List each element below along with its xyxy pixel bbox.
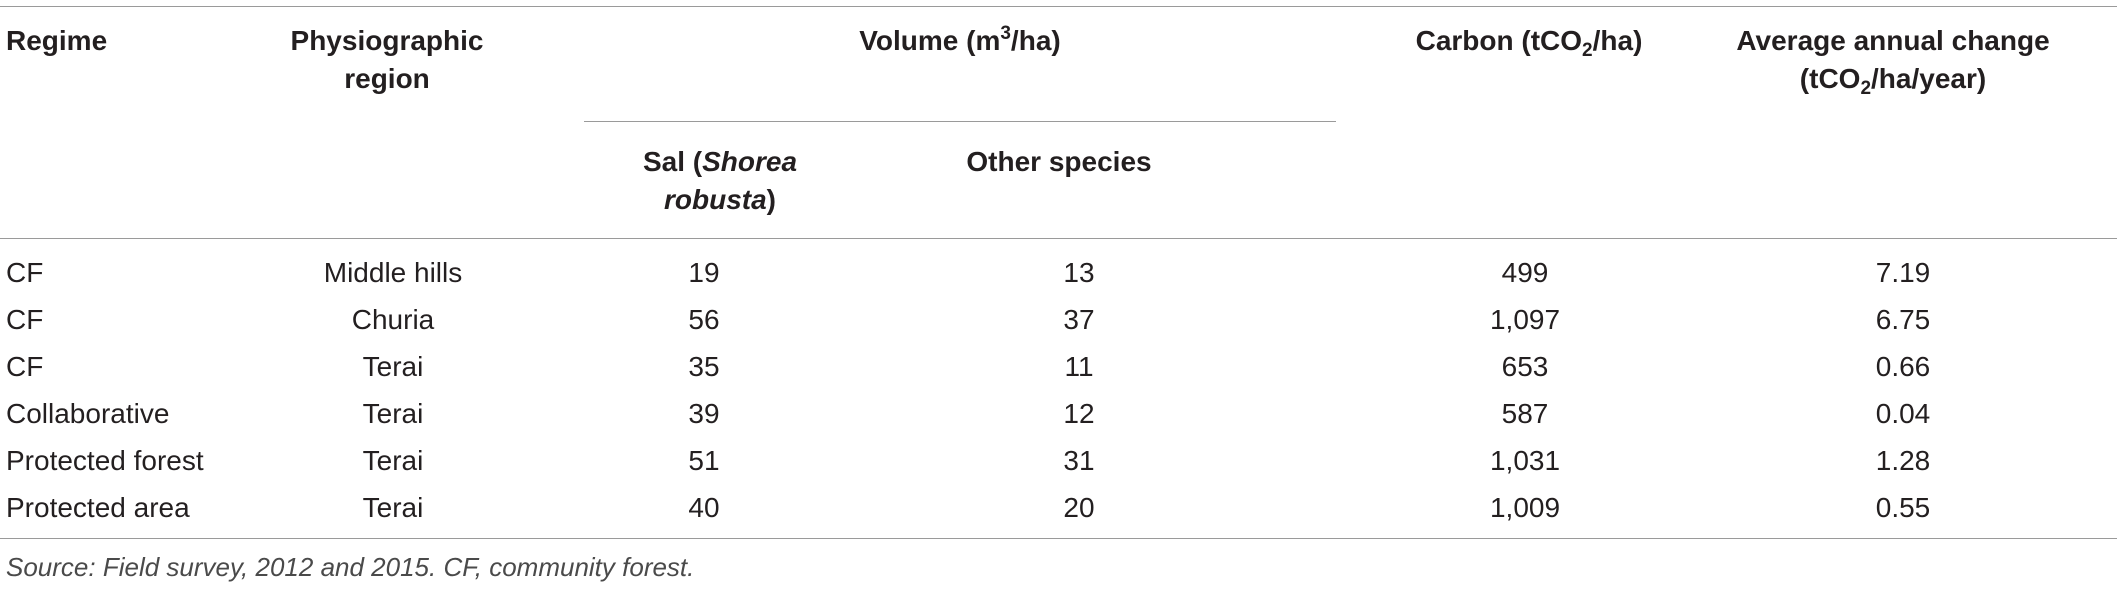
cell-regime: CF — [6, 351, 44, 382]
header-physiographic-region: Physiographic region — [290, 25, 484, 94]
cell-sal-volume: 19 — [688, 257, 720, 288]
bottom-rule — [0, 538, 2117, 539]
cell-other-volume: 13 — [1063, 257, 1095, 288]
cell-annual-change: 0.55 — [1875, 492, 1931, 523]
cell-annual-change: 0.66 — [1875, 351, 1931, 382]
cell-sal-volume: 39 — [688, 398, 720, 429]
top-rule — [0, 6, 2117, 7]
header-average-annual-change: Average annual change (tCO2/ha/year) — [1736, 25, 2050, 99]
cell-other-volume: 12 — [1063, 398, 1095, 429]
cell-region: Terai — [362, 492, 424, 523]
header-other-species: Other species — [966, 146, 1152, 177]
cell-sal-volume: 40 — [688, 492, 720, 523]
cell-carbon: 1,097 — [1489, 304, 1561, 335]
cell-annual-change: 0.04 — [1875, 398, 1931, 429]
header-bottom-rule — [0, 238, 2117, 239]
cell-regime: CF — [6, 257, 44, 288]
cell-region: Terai — [362, 445, 424, 476]
cell-annual-change: 1.28 — [1875, 445, 1931, 476]
cell-other-volume: 11 — [1064, 351, 1094, 382]
cell-carbon: 653 — [1501, 351, 1549, 382]
cell-carbon: 499 — [1501, 257, 1549, 288]
cell-carbon: 1,031 — [1489, 445, 1561, 476]
cell-annual-change: 6.75 — [1875, 304, 1931, 335]
cell-regime: Collaborative — [6, 398, 170, 429]
cell-region: Terai — [362, 398, 424, 429]
volume-group-rule — [584, 121, 1336, 122]
cell-carbon: 1,009 — [1489, 492, 1561, 523]
cell-carbon: 587 — [1501, 398, 1549, 429]
header-sal-shorea-robusta: Sal (Shorea robusta) — [642, 146, 798, 215]
header-regime: Regime — [6, 25, 108, 56]
cell-region: Terai — [362, 351, 424, 382]
cell-other-volume: 20 — [1063, 492, 1095, 523]
cell-sal-volume: 51 — [688, 445, 720, 476]
cell-sal-volume: 35 — [688, 351, 720, 382]
cell-regime: CF — [6, 304, 44, 335]
cell-region: Middle hills — [323, 257, 463, 288]
header-carbon: Carbon (tCO2/ha) — [1415, 25, 1643, 61]
cell-other-volume: 31 — [1063, 445, 1095, 476]
cell-region: Churia — [351, 304, 435, 335]
cell-regime: Protected forest — [6, 445, 204, 476]
cell-regime: Protected area — [6, 492, 190, 523]
cell-other-volume: 37 — [1063, 304, 1095, 335]
table-footnote: Source: Field survey, 2012 and 2015. CF,… — [6, 552, 695, 582]
header-volume: Volume (m3/ha) — [859, 23, 1061, 56]
cell-sal-volume: 56 — [688, 304, 720, 335]
cell-annual-change: 7.19 — [1875, 257, 1931, 288]
